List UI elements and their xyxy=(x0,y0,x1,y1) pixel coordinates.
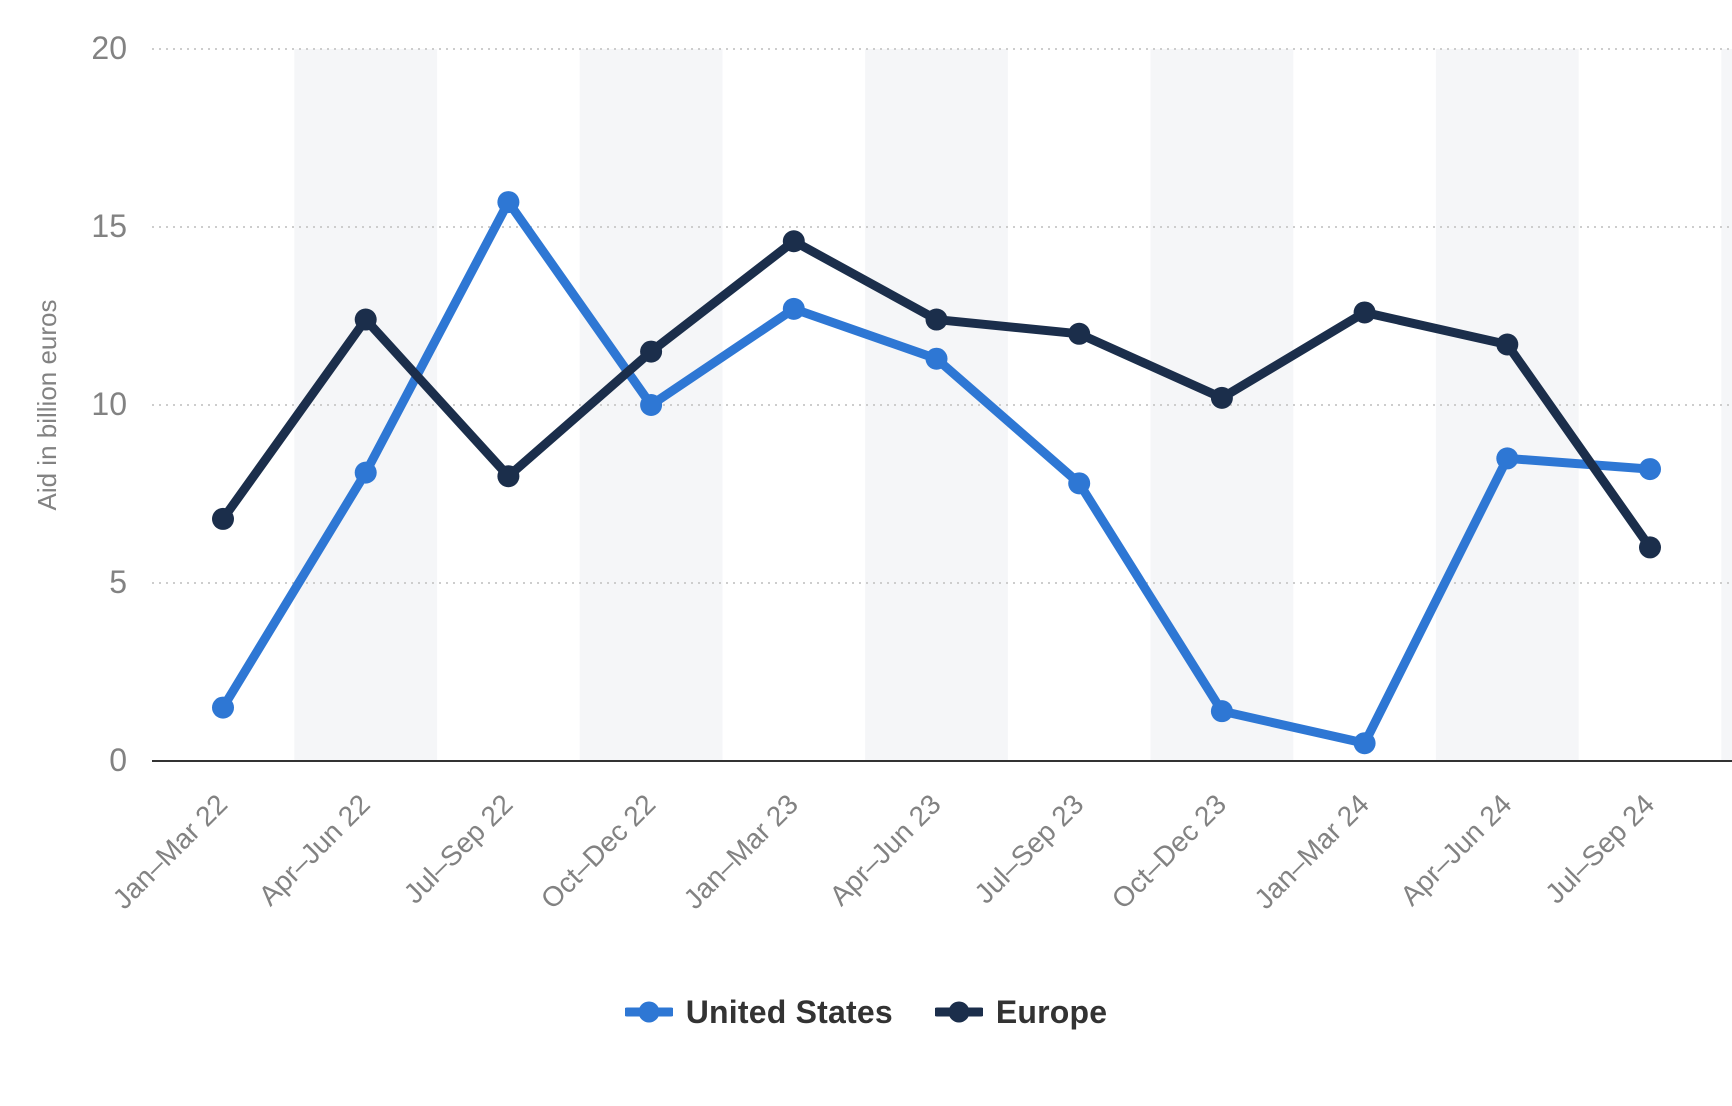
data-point-europe-oct-dec-23[interactable] xyxy=(1210,386,1233,409)
y-tick-label: 20 xyxy=(91,30,127,66)
data-point-united-states-jan-mar-22[interactable] xyxy=(212,696,234,719)
data-point-united-states-apr-jun-24[interactable] xyxy=(1496,447,1519,470)
data-point-europe-jan-mar-23[interactable] xyxy=(782,230,805,253)
data-point-united-states-jul-sep-22[interactable] xyxy=(497,191,520,214)
data-point-europe-jul-sep-24[interactable] xyxy=(1639,536,1661,559)
data-point-europe-apr-jun-22[interactable] xyxy=(354,308,377,331)
x-tick-label-jul-sep-22: Jul–Sep 22 xyxy=(398,788,519,909)
data-point-europe-jan-mar-22[interactable] xyxy=(212,507,234,530)
x-tick-label-apr-jun-23: Apr–Jun 23 xyxy=(824,788,947,911)
data-point-europe-jul-sep-22[interactable] xyxy=(497,465,520,488)
y-tick-label: 15 xyxy=(91,208,127,244)
data-point-europe-jul-sep-23[interactable] xyxy=(1068,322,1091,345)
data-point-united-states-jan-mar-24[interactable] xyxy=(1353,732,1376,755)
y-tick-label: 0 xyxy=(109,742,127,778)
legend-item-europe[interactable]: Europe xyxy=(934,993,1108,1031)
x-tick-label-jul-sep-24: Jul–Sep 24 xyxy=(1539,788,1660,909)
legend-marker-icon xyxy=(624,1001,673,1023)
data-point-united-states-oct-dec-22[interactable] xyxy=(640,394,663,416)
data-point-europe-apr-jun-24[interactable] xyxy=(1496,333,1519,356)
x-tick-label-jan-mar-23: Jan–Mar 23 xyxy=(678,788,804,914)
data-point-europe-jan-mar-24[interactable] xyxy=(1353,301,1376,324)
x-tick-label-oct-dec-23: Oct–Dec 23 xyxy=(1106,788,1232,914)
y-tick-label: 10 xyxy=(91,386,127,422)
data-point-united-states-oct-dec-23[interactable] xyxy=(1210,700,1233,723)
x-tick-label-apr-jun-24: Apr–Jun 24 xyxy=(1394,788,1517,911)
x-tick-label-jul-sep-23: Jul–Sep 23 xyxy=(968,788,1089,909)
legend-label: United States xyxy=(685,993,893,1030)
legend-label: Europe xyxy=(995,993,1108,1030)
x-tick-label-jan-mar-24: Jan–Mar 24 xyxy=(1248,788,1374,914)
x-tick-label-apr-jun-22: Apr–Jun 22 xyxy=(253,788,376,911)
background-band xyxy=(1721,49,1732,761)
x-tick-label-oct-dec-22: Oct–Dec 22 xyxy=(535,788,661,914)
y-axis-title: Aid in billion euros xyxy=(32,299,62,510)
data-point-united-states-jul-sep-23[interactable] xyxy=(1068,472,1091,495)
data-point-united-states-jul-sep-24[interactable] xyxy=(1639,458,1661,481)
x-tick-label-jan-mar-22: Jan–Mar 22 xyxy=(107,788,233,914)
data-point-united-states-apr-jun-22[interactable] xyxy=(354,461,377,484)
legend-item-united-states[interactable]: United States xyxy=(624,993,893,1031)
line-chart: 0 5 10 15 20 Aid in billion euros Jan–Mar 22 Ap… xyxy=(32,30,1732,915)
y-tick-label: 5 xyxy=(109,564,127,600)
data-point-europe-apr-jun-23[interactable] xyxy=(925,308,948,331)
data-point-europe-oct-dec-22[interactable] xyxy=(640,340,663,363)
legend-marker-icon xyxy=(934,1001,983,1023)
background-band xyxy=(294,49,438,761)
background-band xyxy=(1435,49,1579,761)
chart-legend: United States Europe xyxy=(0,988,1732,1036)
data-point-united-states-apr-jun-23[interactable] xyxy=(925,347,948,370)
data-point-united-states-jan-mar-23[interactable] xyxy=(782,297,805,320)
